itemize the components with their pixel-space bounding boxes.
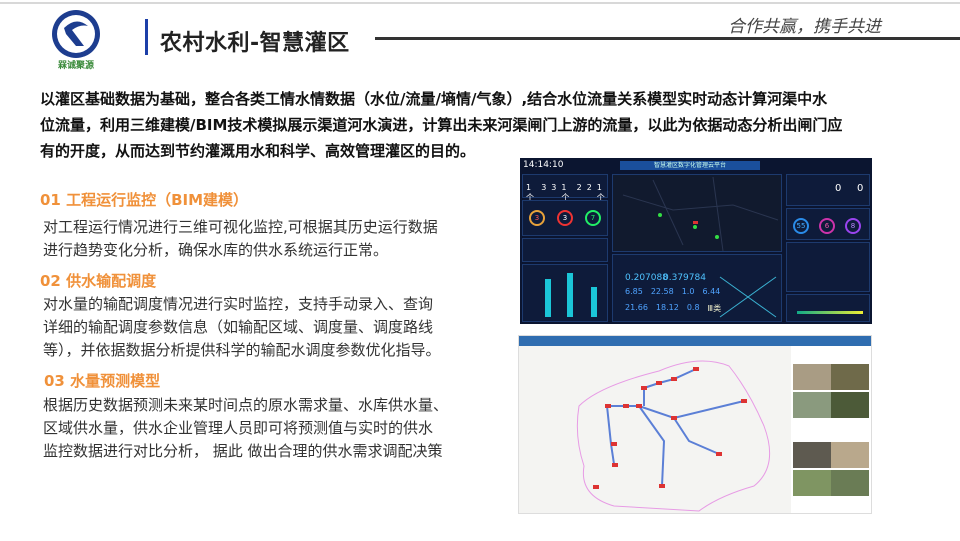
body-line: 监控数据进行对比分析， 据此 做出合理的供水需求调配决策 [43, 442, 443, 460]
canal-network-map [576, 360, 771, 512]
body-line: 等），并依据数据分析提供科学的输配水调度参数优化指导。 [43, 341, 441, 359]
title-accent-bar [145, 19, 148, 55]
dash-chart-panel [786, 242, 870, 292]
body-line: 进行趋势变化分析，确保水库的供水系统运行正常。 [43, 241, 389, 259]
section-body-2: 对水量的输配调度情况进行实时监控，支持手动录入、查询 详细的输配调度参数信息（如… [43, 293, 468, 362]
intro-line: 以灌区基础数据为基础，整合各类工情水情数据（水位/流量/墒情/气象）,结合水位流… [40, 90, 828, 108]
dash-count-panel: 1个 3 3 1个 2 2 1个 [522, 174, 608, 202]
dash-header: 智慧灌区数字化管理云平台 [620, 161, 760, 170]
photo-panel [791, 346, 871, 513]
section-body-3: 根据历史数据预测未来某时间点的原水需求量、水库供水量、 区域供水量，供水企业管理… [43, 394, 468, 463]
section-heading-3: 03 水量预测模型 [44, 372, 161, 390]
intro-line: 有的开度，从而达到节约灌溉用水和科学、高效管理灌区的目的。 [40, 142, 476, 160]
intro-paragraph: 以灌区基础数据为基础，整合各类工情水情数据（水位/流量/墒情/气象）,结合水位流… [40, 86, 940, 164]
page-title: 农村水利-智慧灌区 [160, 31, 350, 56]
section-heading-2: 02 供水输配调度 [40, 272, 157, 290]
map-nav-bar [519, 336, 871, 346]
header-line [375, 37, 960, 40]
dash-ring-panel: 55 6 8 [786, 208, 870, 240]
top-divider [0, 2, 960, 4]
dash-gradient-panel [786, 294, 870, 322]
section-body-1: 对工程运行情况进行三维可视化监控,可根据其历史运行数据 进行趋势变化分析，确保水… [43, 216, 468, 262]
company-logo [52, 10, 100, 58]
logo-text: 槑诚聚源 [57, 61, 94, 71]
dash-time: 14:14:10 [523, 160, 564, 170]
irrigation-map-screenshot [518, 335, 872, 514]
dash-alert-panel [522, 238, 608, 262]
dash-flow-panel: 0.207088 0.379784 6.85 22.58 1.0 6.44 21.66… [612, 254, 782, 322]
body-line: 详细的输配调度参数信息（如输配区域、调度量、调度路线 [43, 318, 434, 336]
body-line: 根据历史数据预测未来某时间点的原水需求量、水库供水量、 [43, 396, 449, 414]
dashboard-screenshot: 14:14:10 智慧灌区数字化管理云平台 1个 3 3 1个 2 2 1个 3 3 7 0… [520, 158, 872, 324]
dash-gauge-panel: 3 3 7 [522, 200, 608, 236]
body-line: 区域供水量，供水企业管理人员即可将预测值与实时的供水 [43, 419, 434, 437]
dash-user-panel: 0 0 [786, 174, 870, 206]
intro-line: 位流量，利用三维建模/BIM技术模拟展示渠道河水演进，计算出未来河渠闸门上游的流… [40, 116, 843, 134]
body-line: 对水量的输配调度情况进行实时监控，支持手动录入、查询 [43, 295, 434, 313]
slogan: 合作共赢，携手共进 [728, 17, 881, 37]
dash-bar-chart [522, 264, 608, 322]
section-heading-1: 01 工程运行监控（BIM建模） [40, 191, 249, 209]
body-line: 对工程运行情况进行三维可视化监控,可根据其历史运行数据 [43, 218, 438, 236]
dash-map [612, 174, 782, 252]
